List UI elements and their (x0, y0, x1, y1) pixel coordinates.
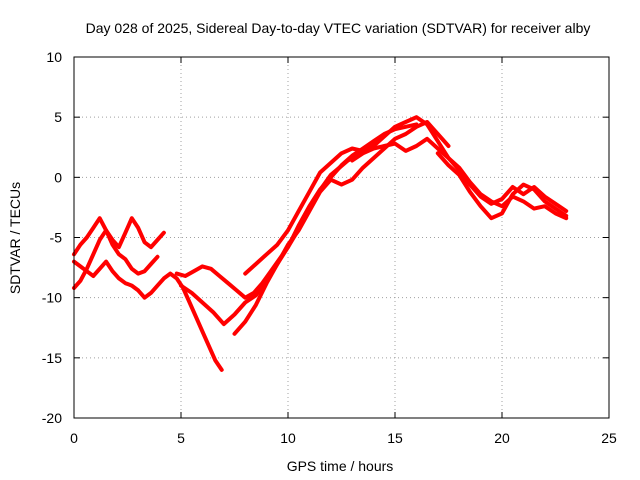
series-line-2 (72, 216, 166, 290)
series-line-4 (174, 141, 376, 300)
x-axis-label: GPS time / hours (287, 458, 394, 474)
ticks (73, 56, 610, 419)
y-tick-label: -10 (42, 290, 62, 306)
y-tick-label: -20 (42, 410, 62, 426)
y-axis-label: SDTVAR / TECUs (7, 182, 23, 294)
x-tick-label: 0 (70, 430, 78, 446)
series-line-9 (435, 151, 569, 221)
x-tick-label: 10 (280, 430, 296, 446)
y-tick-label: 10 (46, 49, 62, 65)
series-line-5 (179, 122, 419, 327)
series-line-1 (72, 259, 224, 372)
x-tick-label: 20 (494, 430, 510, 446)
grid (74, 57, 609, 418)
series-layer (72, 115, 569, 372)
series-line-8 (350, 136, 569, 221)
series-line-3 (72, 216, 160, 276)
x-tick-label: 15 (387, 430, 403, 446)
series-line-7 (243, 115, 569, 276)
y-tick-label: -15 (42, 350, 62, 366)
x-tick-label: 25 (601, 430, 617, 446)
y-tick-label: 0 (54, 169, 62, 185)
y-tick-labels: -20 -15 -10 -5 0 5 10 (42, 49, 62, 426)
x-tick-labels: 0 5 10 15 20 25 (70, 430, 617, 446)
chart-title: Day 028 of 2025, Sidereal Day-to-day VTE… (86, 20, 591, 36)
y-tick-label: 5 (54, 109, 62, 125)
x-tick-label: 5 (177, 430, 185, 446)
y-tick-label: -5 (50, 230, 63, 246)
series-line-6 (232, 120, 451, 336)
